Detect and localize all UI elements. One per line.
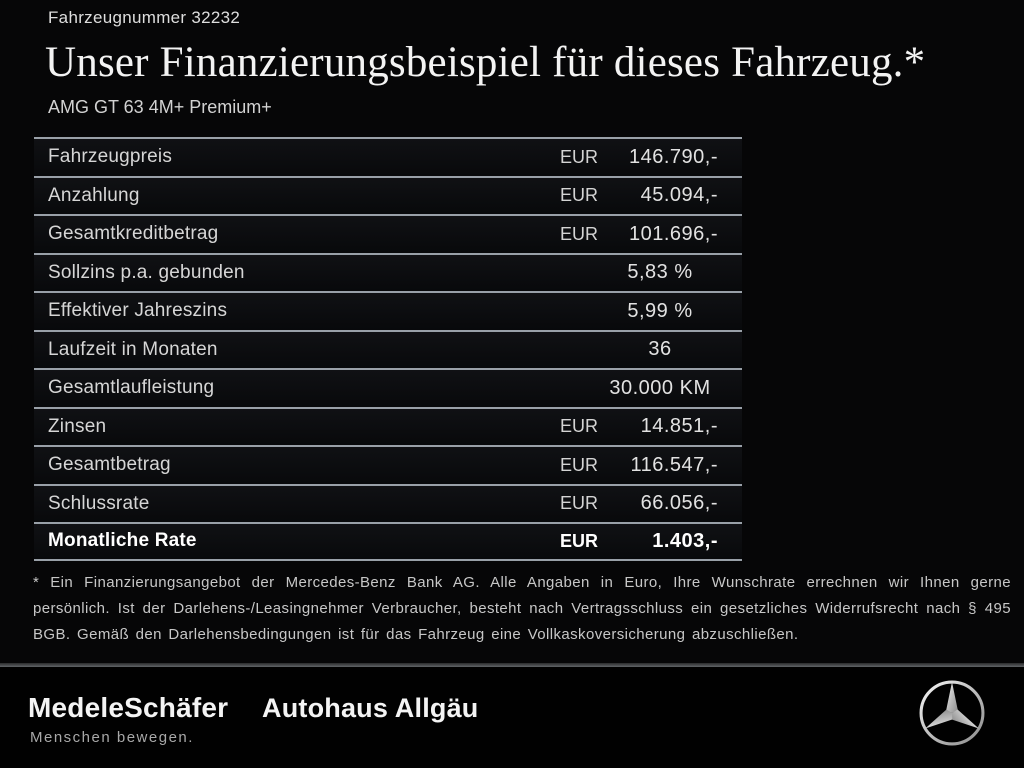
dealer-logo-medeleschaefer: MedeleSchäfer bbox=[28, 692, 229, 723]
table-row: Gesamtkreditbetrag EUR 101.696,- bbox=[34, 214, 742, 253]
table-row: Gesamtbetrag EUR 116.547,- bbox=[34, 445, 742, 484]
table-row: Schlussrate EUR 66.056,- bbox=[34, 483, 742, 522]
table-row: Anzahlung EUR 45.094,- bbox=[34, 175, 742, 214]
currency-label: EUR bbox=[560, 223, 599, 244]
row-label: Laufzeit in Monaten bbox=[48, 338, 218, 360]
footer-divider bbox=[0, 663, 1024, 667]
row-value: EUR 1.403,- bbox=[542, 530, 742, 553]
legal-footnote: * Ein Finanzierungsangebot der Mercedes-… bbox=[33, 574, 1011, 643]
row-label: Gesamtlaufleistung bbox=[48, 377, 215, 399]
row-value: EUR 146.790,- bbox=[542, 146, 742, 169]
row-label: Gesamtkreditbetrag bbox=[48, 223, 219, 245]
row-label: Zinsen bbox=[48, 415, 107, 437]
row-label: Monatliche Rate bbox=[48, 530, 197, 552]
row-value: 36 bbox=[648, 338, 672, 361]
vehicle-model-subtitle: AMG GT 63 4M+ Premium+ bbox=[48, 97, 272, 117]
currency-label: EUR bbox=[560, 454, 599, 475]
currency-label: EUR bbox=[560, 416, 599, 437]
row-label: Anzahlung bbox=[48, 184, 140, 206]
amount-value: 66.056,- bbox=[640, 492, 718, 515]
table-row: Laufzeit in Monaten 36 bbox=[34, 329, 742, 368]
row-label: Effektiver Jahreszins bbox=[48, 300, 228, 322]
row-label: Fahrzeugpreis bbox=[48, 146, 173, 168]
table-row: Monatliche Rate EUR 1.403,- bbox=[34, 522, 742, 561]
finance-table: Fahrzeugpreis EUR 146.790,- Anzahlung EUR 45.… bbox=[34, 137, 742, 561]
amount-value: 45.094,- bbox=[640, 184, 718, 207]
amount-value: 116.547,- bbox=[630, 453, 718, 476]
dealer-logo-autohaus-allgaeu: Autohaus Allgäu bbox=[262, 693, 479, 723]
row-label: Gesamtbetrag bbox=[48, 454, 171, 476]
currency-label: EUR bbox=[560, 185, 599, 206]
currency-label: EUR bbox=[560, 146, 599, 167]
row-value: 5,83 % bbox=[627, 261, 693, 284]
row-value: EUR 116.547,- bbox=[542, 454, 742, 477]
table-row: Fahrzeugpreis EUR 146.790,- bbox=[34, 137, 742, 176]
amount-value: 1.403,- bbox=[652, 529, 718, 552]
dealer-footer: MedeleSchäfer Menschen bewegen. Autohaus… bbox=[0, 667, 1024, 768]
currency-label: EUR bbox=[560, 493, 599, 514]
row-label: Sollzins p.a. gebunden bbox=[48, 261, 245, 283]
amount-value: 14.851,- bbox=[640, 415, 718, 438]
table-row: Sollzins p.a. gebunden 5,83 % bbox=[34, 252, 742, 291]
table-row: Gesamtlaufleistung 30.000 KM bbox=[34, 368, 742, 407]
vehicle-number: Fahrzeugnummer 32232 bbox=[48, 8, 241, 27]
row-label: Schlussrate bbox=[48, 492, 150, 514]
page-title: Unser Finanzierungsbeispiel für dieses F… bbox=[45, 39, 926, 86]
row-value: 5,99 % bbox=[627, 299, 693, 322]
row-value: 30.000 KM bbox=[609, 376, 711, 399]
row-value: EUR 101.696,- bbox=[542, 223, 742, 246]
row-value: EUR 45.094,- bbox=[542, 184, 742, 207]
mercedes-star-icon bbox=[918, 679, 986, 752]
amount-value: 146.790,- bbox=[628, 145, 718, 168]
dealer-tagline: Menschen bewegen. bbox=[30, 729, 194, 746]
currency-label: EUR bbox=[560, 530, 599, 551]
table-row: Effektiver Jahreszins 5,99 % bbox=[34, 291, 742, 330]
amount-value: 101.696,- bbox=[628, 222, 718, 245]
row-value: EUR 14.851,- bbox=[542, 415, 742, 438]
row-value: EUR 66.056,- bbox=[542, 492, 742, 515]
table-row: Zinsen EUR 14.851,- bbox=[34, 406, 742, 445]
